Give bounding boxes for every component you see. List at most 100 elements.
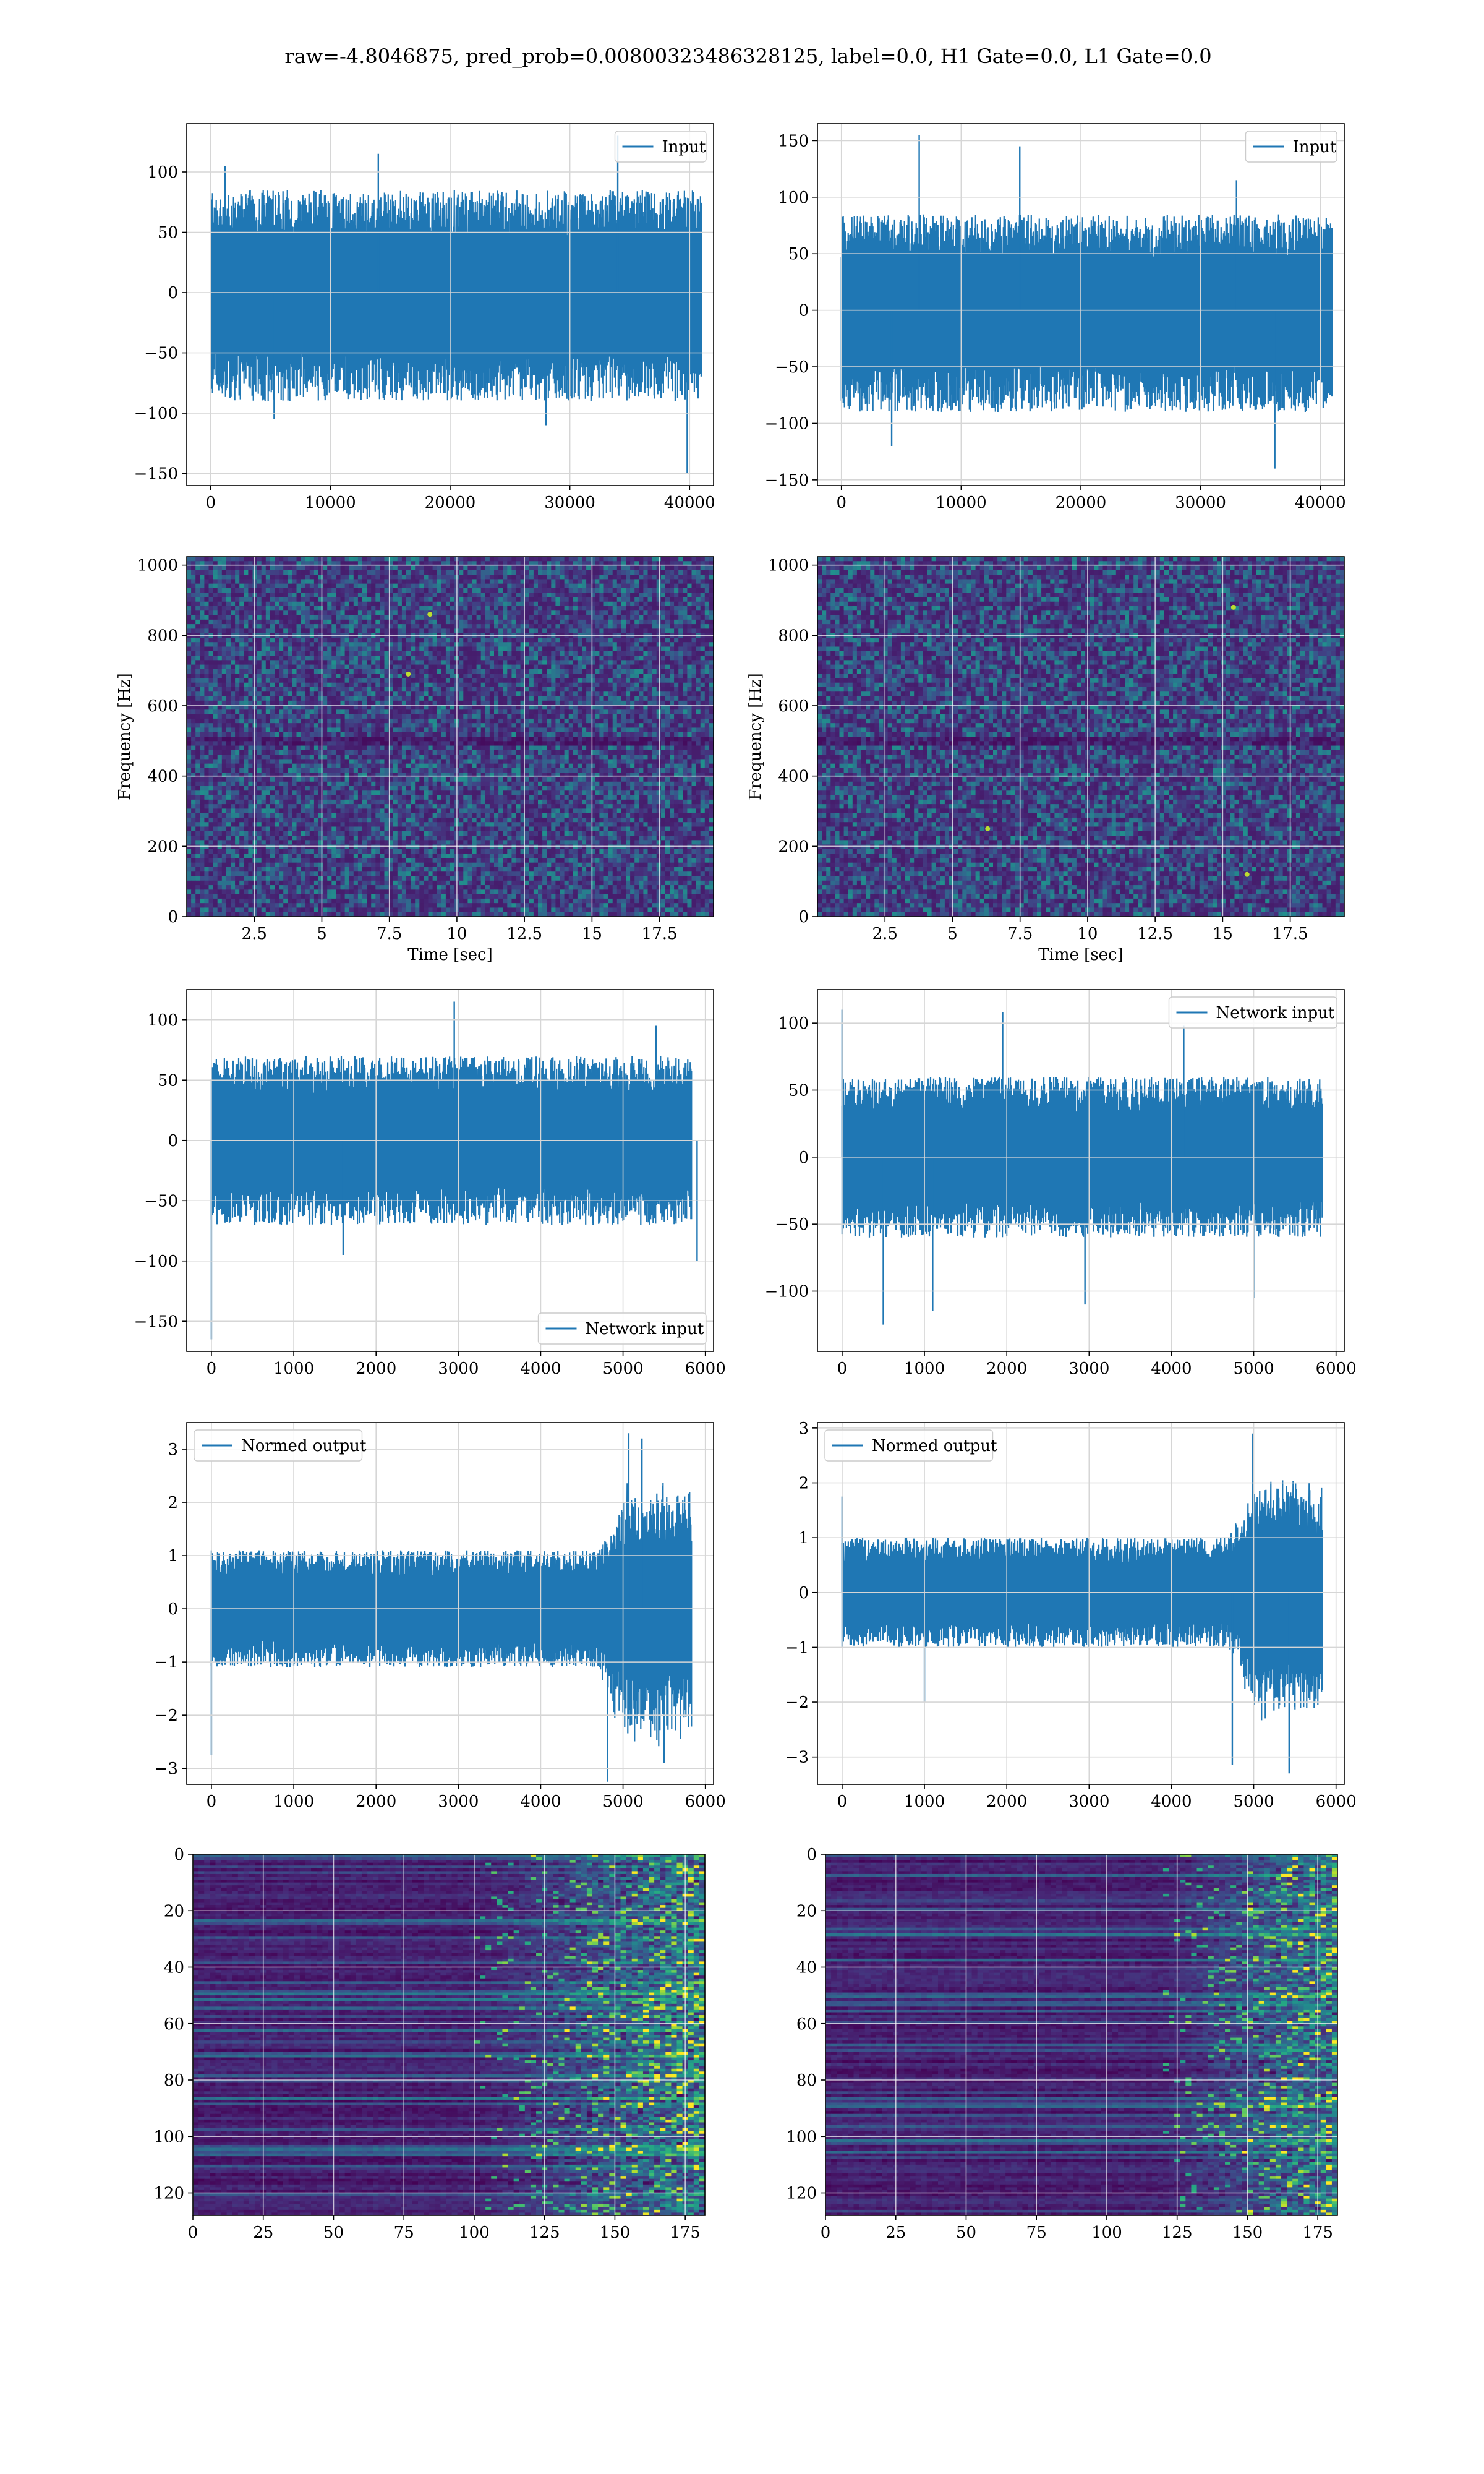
heatmap-cell (406, 619, 411, 625)
heatmap-cell (221, 565, 227, 571)
heatmap-cell (643, 709, 648, 715)
heatmap-cell (248, 674, 253, 678)
heatmap-cell (621, 660, 626, 666)
heatmap-cell (700, 674, 706, 678)
heatmap-cell (362, 565, 367, 571)
heatmap-cell (524, 575, 530, 580)
heatmap-cell (445, 660, 451, 666)
heatmap-cell (639, 660, 644, 666)
heatmap-cell (564, 660, 569, 666)
heatmap-cell (503, 588, 508, 593)
heatmap-cell (331, 606, 336, 611)
heatmap-cell (524, 637, 530, 643)
heatmap-cell (630, 656, 635, 661)
heatmap-cell (652, 570, 657, 575)
heatmap-cell (305, 691, 310, 697)
heatmap-cell (467, 737, 472, 742)
heatmap-cell (652, 651, 657, 656)
heatmap-cell (208, 687, 214, 692)
heatmap-cell (630, 570, 635, 575)
heatmap-cell (582, 646, 587, 652)
heatmap-cell (397, 723, 403, 728)
heatmap-cell (678, 664, 683, 670)
heatmap-cell (639, 696, 644, 701)
heatmap-cell (704, 610, 710, 616)
heatmap-cell (375, 561, 380, 567)
heatmap-cell (301, 588, 306, 593)
heatmap-cell (542, 651, 547, 656)
heatmap-cell (560, 718, 565, 724)
heatmap-cell (200, 732, 205, 737)
heatmap-cell (626, 606, 631, 611)
heatmap-cell (503, 687, 508, 692)
heatmap-cell (709, 597, 714, 602)
heatmap-cell (476, 696, 482, 701)
heatmap-cell (459, 642, 464, 647)
heatmap-cell (678, 588, 683, 593)
heatmap-cell (691, 610, 697, 616)
heatmap-cell (344, 575, 350, 580)
heatmap-cell (275, 700, 279, 706)
heatmap-cell (577, 570, 582, 575)
heatmap-cell (244, 575, 249, 580)
heatmap-cell (608, 565, 613, 571)
heatmap-cell (639, 579, 644, 584)
heatmap-cell (221, 557, 227, 562)
heatmap-cell (318, 691, 323, 697)
heatmap-cell (533, 570, 539, 575)
heatmap-cell (367, 579, 372, 584)
heatmap-cell (191, 601, 196, 607)
heatmap-cell (340, 561, 346, 567)
heatmap-cell (187, 664, 192, 670)
x-tick-label: 30000 (544, 494, 595, 512)
heatmap-cell (265, 579, 271, 584)
heatmap-cell (445, 727, 451, 733)
heatmap-cell (674, 601, 679, 607)
heatmap-cell (411, 637, 416, 643)
heatmap-cell (709, 696, 714, 701)
heatmap-cell (235, 610, 240, 616)
heatmap-cell (700, 732, 706, 737)
heatmap-cell (476, 718, 482, 724)
heatmap-cell (353, 642, 359, 647)
heatmap-cell (357, 642, 363, 647)
heatmap-cell (305, 583, 310, 589)
heatmap-cell (621, 732, 626, 737)
heatmap-cell (560, 615, 565, 620)
heatmap-cell (248, 709, 253, 715)
heatmap-cell (384, 678, 390, 683)
heatmap-cell (239, 557, 244, 562)
heatmap-cell (257, 579, 262, 584)
heatmap-cell (384, 646, 390, 652)
heatmap-cell (296, 575, 302, 580)
heatmap-cell (323, 565, 328, 571)
heatmap-cell (195, 732, 200, 737)
heatmap-cell (313, 637, 319, 643)
heatmap-cell (217, 565, 223, 571)
heatmap-cell (595, 709, 600, 715)
heatmap-cell (415, 628, 420, 634)
heatmap-cell (599, 700, 604, 706)
heatmap-cell (424, 575, 429, 580)
heatmap-cell (428, 570, 433, 575)
heatmap-cell (292, 700, 297, 706)
heatmap-cell (551, 727, 556, 733)
heatmap-cell (296, 570, 302, 575)
heatmap-cell (226, 732, 231, 737)
heatmap-cell (560, 593, 565, 597)
heatmap-cell (520, 709, 526, 715)
heatmap-cell (691, 619, 697, 625)
heatmap-cell (467, 628, 472, 634)
heatmap-cell (187, 642, 192, 647)
heatmap-cell (432, 718, 438, 724)
heatmap-cell (445, 570, 451, 575)
heatmap-cell (678, 565, 683, 571)
heatmap-cell (357, 561, 363, 567)
heatmap-cell (327, 597, 332, 602)
heatmap-cell (647, 646, 653, 652)
heatmap-cell (305, 637, 310, 643)
heatmap-cell (327, 588, 332, 593)
heatmap-cell (327, 646, 332, 652)
heatmap-cell (336, 737, 341, 742)
heatmap-cell (445, 737, 451, 742)
